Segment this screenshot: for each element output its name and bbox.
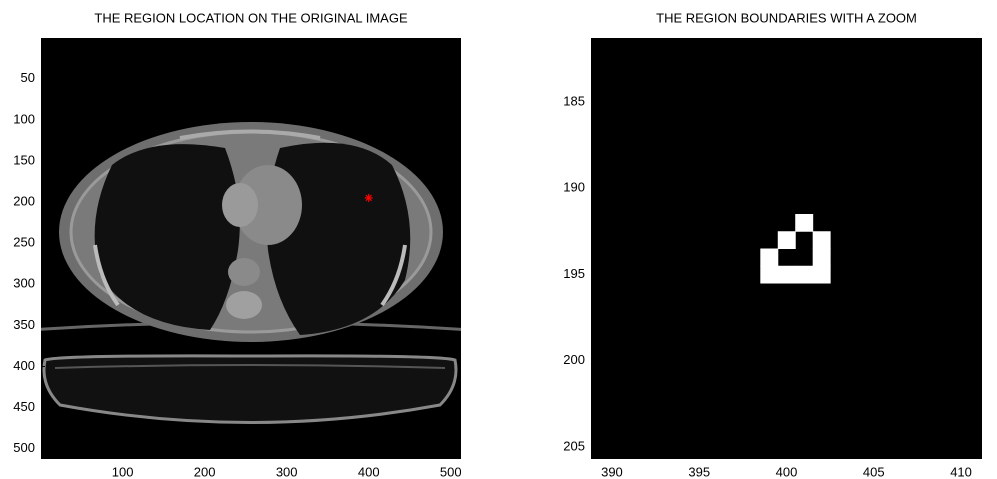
y-tick-label: 150 — [13, 152, 35, 167]
chart-title: THE REGION BOUNDARIES WITH A ZOOM — [656, 10, 917, 25]
x-tick-label: 395 — [688, 464, 710, 479]
y-tick-label: 350 — [13, 317, 35, 332]
marker-stroke — [365, 194, 372, 202]
y-tick-label: 190 — [563, 180, 585, 195]
marker — [364, 193, 373, 202]
x-tick-label: 100 — [112, 464, 134, 479]
x-tick-label: 405 — [863, 464, 885, 479]
y-tick-label: 100 — [13, 111, 35, 126]
pixel — [812, 248, 831, 267]
pixel — [812, 231, 831, 249]
y-tick-label: 50 — [21, 70, 35, 85]
y-tick-label: 195 — [563, 266, 585, 281]
x-tick-label: 500 — [440, 464, 462, 479]
pixel — [795, 213, 814, 232]
y-tick-label: 250 — [13, 235, 35, 250]
chart-title: THE REGION LOCATION ON THE ORIGINAL IMAG… — [94, 10, 408, 25]
y-tick-label: 450 — [13, 399, 35, 414]
y-tick-label: 400 — [13, 358, 35, 373]
y-tick-label: 300 — [13, 276, 35, 291]
pixel — [760, 248, 779, 267]
x-tick-label: 300 — [276, 464, 298, 479]
y-tick-label: 500 — [13, 440, 35, 455]
x-tick-label: 390 — [601, 464, 623, 479]
pixel — [795, 265, 814, 284]
y-tick-label: 200 — [563, 352, 585, 367]
pixel — [777, 265, 796, 284]
y-tick-label: 205 — [563, 438, 585, 453]
x-tick-label: 200 — [194, 464, 216, 479]
x-tick-label: 410 — [950, 464, 972, 479]
y-tick-label: 185 — [563, 93, 585, 108]
x-tick-label: 400 — [776, 464, 798, 479]
pixel — [760, 265, 779, 284]
ct-scan — [41, 122, 461, 424]
x-tick-label: 400 — [358, 464, 380, 479]
y-tick-label: 200 — [13, 193, 35, 208]
pixel — [812, 265, 831, 284]
pixel — [777, 231, 796, 249]
